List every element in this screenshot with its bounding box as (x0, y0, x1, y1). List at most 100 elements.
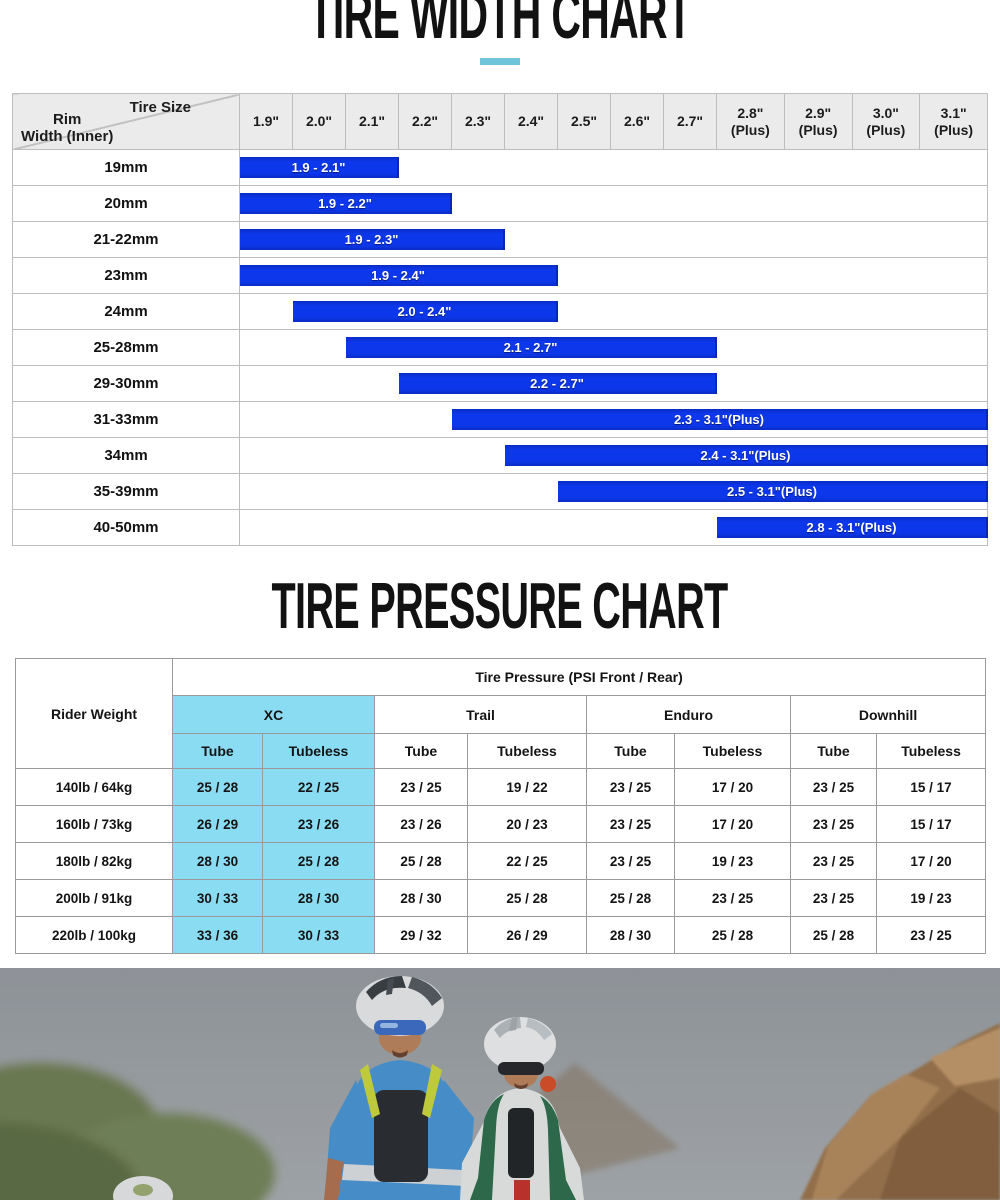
bar-area: 2.4 - 3.1"(Plus) (239, 437, 988, 474)
rocks (800, 1023, 1000, 1200)
bar-area: 1.9 - 2.1" (239, 149, 988, 186)
rider-weight-label: 160lb / 73kg (15, 805, 173, 843)
psi-value: 23 / 25 (790, 879, 877, 917)
psi-value: 15 / 17 (875, 805, 987, 843)
width-table-row: 20mm 1.9 - 2.2" (12, 185, 988, 222)
psi-value: 26 / 29 (172, 805, 263, 843)
background-rider-helmet (113, 1176, 173, 1200)
rider-weight-label: 140lb / 64kg (15, 768, 173, 806)
psi-value: 23 / 26 (262, 805, 375, 843)
psi-value: 19 / 23 (875, 879, 987, 917)
psi-value: 25 / 28 (262, 842, 375, 880)
tire-range-bar: 1.9 - 2.3" (240, 229, 505, 250)
bar-area: 1.9 - 2.4" (239, 257, 988, 294)
tire-size-column-header: 2.8" (Plus) (716, 93, 785, 150)
tire-size-column-header: 2.1" (345, 93, 399, 150)
psi-value: 28 / 30 (262, 879, 375, 917)
tire-range-bar: 2.1 - 2.7" (346, 337, 717, 358)
corner-label-rim: Rim (53, 110, 82, 128)
tire-size-column-header: 2.9" (Plus) (783, 93, 853, 150)
subheader-tube: Tube (790, 733, 877, 769)
psi-value: 30 / 33 (172, 879, 263, 917)
psi-value: 23 / 26 (374, 805, 468, 843)
hero-photo (0, 968, 1000, 1200)
psi-value: 25 / 28 (790, 916, 877, 954)
width-table-row: 31-33mm 2.3 - 3.1"(Plus) (12, 401, 988, 438)
width-chart-title: TIRE WIDTH CHART (308, 0, 692, 54)
width-table-header-row: Tire Size Rim Width (Inner) 1.9" 2.0" 2.1" 2… (12, 93, 988, 150)
photo-dim-overlay (0, 968, 1000, 1200)
tire-range-bar: 1.9 - 2.1" (240, 157, 399, 178)
subheader-tubeless: Tubeless (674, 733, 791, 769)
psi-value: 28 / 30 (172, 842, 263, 880)
rim-width-label: 24mm (12, 293, 240, 330)
second-helmet-vent-2 (526, 1018, 552, 1040)
category-header-downhill: Downhill (789, 695, 987, 734)
tire-range-bar: 1.9 - 2.4" (240, 265, 558, 286)
subheader-tube: Tube (374, 733, 468, 769)
tire-range-bar: 2.0 - 2.4" (293, 301, 558, 322)
rim-width-label: 23mm (12, 257, 240, 294)
rim-width-label: 20mm (12, 185, 240, 222)
bar-area: 2.0 - 2.4" (239, 293, 988, 330)
second-chest-strap (508, 1108, 534, 1178)
tire-pressure-table: Rider Weight Tire Pressure (PSI Front / … (15, 658, 987, 954)
psi-value: 23 / 25 (790, 768, 877, 806)
tire-size-column-header: 2.7" (663, 93, 717, 150)
psi-value: 23 / 25 (586, 842, 675, 880)
width-table-body: 19mm 1.9 - 2.1" 20mm 1.9 - 2.2" 21-22mm 1.9 -… (12, 149, 988, 546)
psi-value: 30 / 33 (262, 916, 375, 954)
bush (0, 1063, 275, 1200)
psi-value: 23 / 25 (790, 805, 877, 843)
psi-value: 17 / 20 (875, 842, 987, 880)
psi-value: 22 / 25 (262, 768, 375, 806)
tire-size-column-header: 3.1" (Plus) (919, 93, 988, 150)
psi-value: 25 / 28 (467, 879, 587, 917)
psi-value: 25 / 28 (374, 842, 468, 880)
corner-label-width-inner: Width (Inner) (21, 127, 114, 145)
pressure-table-body: 140lb / 64kg 25 / 28 22 / 25 23 / 25 19 / 22… (15, 768, 987, 954)
pressure-table-row: 180lb / 82kg 28 / 30 25 / 28 25 / 28 22 / 25… (15, 842, 987, 880)
psi-value: 23 / 25 (790, 842, 877, 880)
lead-strap-right (422, 1064, 442, 1118)
tire-range-bar: 2.4 - 3.1"(Plus) (505, 445, 988, 466)
pressure-table-row: 200lb / 91kg 30 / 33 28 / 30 28 / 30 25 / 28… (15, 879, 987, 917)
width-table-row: 24mm 2.0 - 2.4" (12, 293, 988, 330)
tire-range-bar: 2.2 - 2.7" (399, 373, 717, 394)
plus-note: (Plus) (866, 121, 906, 138)
corner-label-tire-size: Tire Size (129, 99, 191, 116)
psi-value: 23 / 25 (374, 768, 468, 806)
psi-value: 26 / 29 (467, 916, 587, 954)
width-table-row: 34mm 2.4 - 3.1"(Plus) (12, 437, 988, 474)
tire-range-bar: 2.3 - 3.1"(Plus) (452, 409, 988, 430)
rider-weight-label: 180lb / 82kg (15, 842, 173, 880)
second-red-gear (540, 1076, 556, 1092)
psi-value: 15 / 17 (875, 768, 987, 806)
bar-area: 2.8 - 3.1"(Plus) (239, 509, 988, 546)
second-side-panel-left (470, 1094, 504, 1200)
plus-note: (Plus) (730, 121, 770, 138)
bar-area: 1.9 - 2.2" (239, 185, 988, 222)
lead-helmet-vent (386, 978, 394, 995)
width-table-row: 19mm 1.9 - 2.1" (12, 149, 988, 186)
tire-width-table: Tire Size Rim Width (Inner) 1.9" 2.0" 2.1" 2… (12, 93, 988, 546)
bar-area: 2.1 - 2.7" (239, 329, 988, 366)
subheader-tubeless: Tubeless (467, 733, 587, 769)
width-table-row: 21-22mm 1.9 - 2.3" (12, 221, 988, 258)
width-table-row: 23mm 1.9 - 2.4" (12, 257, 988, 294)
lead-mouth (392, 1050, 408, 1058)
psi-span-header: Tire Pressure (PSI Front / Rear) (171, 658, 987, 696)
rim-width-label: 40-50mm (12, 509, 240, 546)
subheader-tubeless: Tubeless (875, 733, 987, 769)
width-table-corner-cell: Tire Size Rim Width (Inner) (12, 93, 240, 150)
tire-size-column-header: 2.6" (610, 93, 664, 150)
lead-sunglasses-glare (380, 1023, 398, 1028)
subheader-tubeless: Tubeless (262, 733, 375, 769)
bar-area: 2.5 - 3.1"(Plus) (239, 473, 988, 510)
rider-weight-label: 220lb / 100kg (15, 916, 173, 954)
psi-value: 25 / 28 (674, 916, 791, 954)
pressure-table-row: 140lb / 64kg 25 / 28 22 / 25 23 / 25 19 / 22… (15, 768, 987, 806)
subheader-tube: Tube (586, 733, 675, 769)
tire-size-column-header: 2.4" (504, 93, 558, 150)
